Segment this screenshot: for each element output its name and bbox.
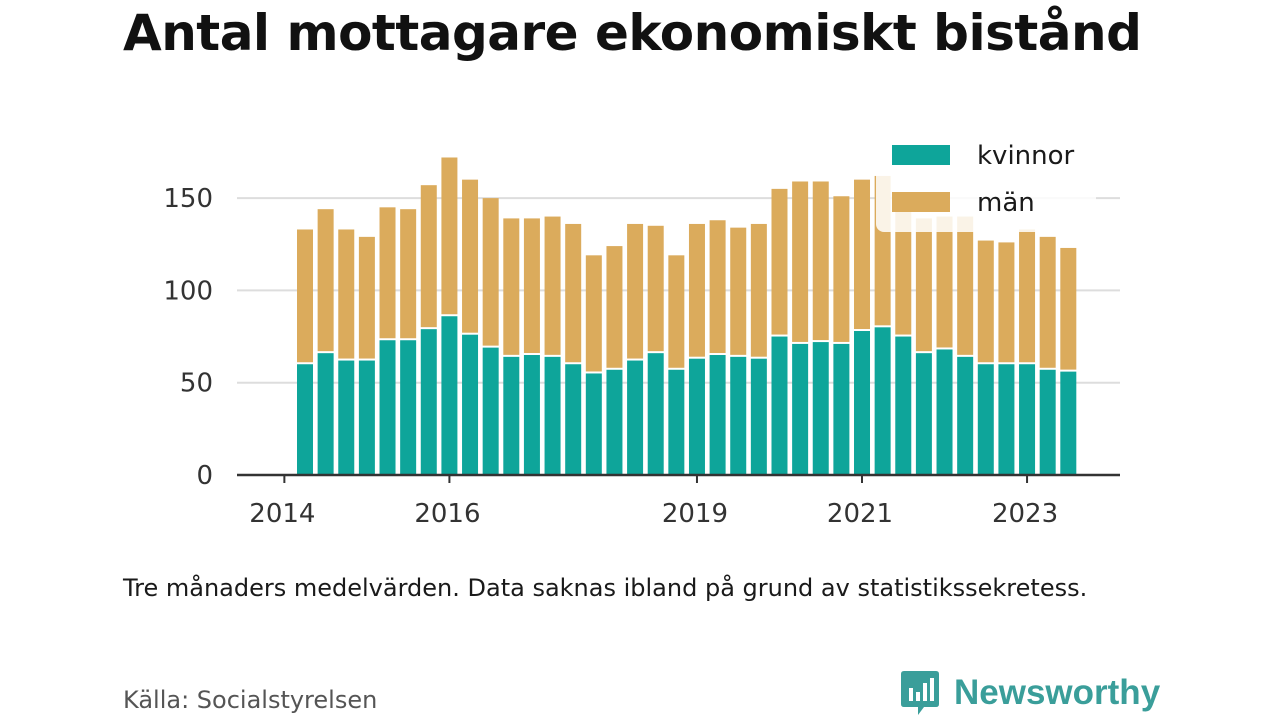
bar-man	[544, 216, 561, 355]
bar-kvinnor	[854, 331, 871, 475]
bar-kvinnor	[358, 360, 375, 475]
bar-kvinnor	[379, 340, 396, 475]
x-tick-label: 2019	[662, 499, 728, 529]
bar-kvinnor	[523, 355, 540, 475]
bar-man	[420, 185, 437, 328]
bar-kvinnor	[730, 356, 747, 475]
bar-kvinnor	[317, 353, 334, 475]
bar-man	[647, 225, 664, 352]
newsworthy-logo-icon	[901, 671, 939, 715]
bar-man	[730, 227, 747, 355]
bar-kvinnor	[668, 369, 685, 475]
chart-note: Tre månaders medelvärden. Data saknas ib…	[123, 574, 1088, 602]
bar-man	[503, 218, 520, 355]
bar-man	[585, 255, 602, 372]
bar-man	[627, 223, 644, 359]
bar-kvinnor	[585, 373, 602, 475]
chart-title: Antal mottagare ekonomiskt bistånd	[123, 4, 1142, 62]
bar-man	[1019, 229, 1036, 363]
bar-kvinnor	[441, 316, 458, 475]
bar-kvinnor	[297, 364, 313, 475]
bar-kvinnor	[957, 356, 974, 475]
y-tick-label: 50	[180, 369, 213, 399]
bar-kvinnor	[462, 334, 479, 475]
legend-swatch-män	[892, 192, 950, 212]
bar-man	[606, 246, 623, 368]
bar-kvinnor	[565, 364, 582, 475]
bar-kvinnor	[771, 336, 788, 475]
brand-logo[interactable]: Newsworthy	[900, 668, 1160, 718]
axes: 0 50 100 150 2014 2016 2019 2021 2023	[163, 184, 1120, 529]
y-tick-label: 150	[163, 184, 213, 214]
bar-man	[792, 181, 809, 342]
bar-kvinnor	[792, 343, 809, 475]
legend-label-kvinnor: kvinnor	[977, 141, 1075, 171]
bar-man	[400, 209, 417, 339]
bar-man	[565, 223, 582, 363]
bar-man	[709, 220, 726, 354]
bar-man	[358, 236, 375, 359]
bar-kvinnor	[750, 358, 767, 475]
legend: kvinnor män	[876, 132, 1096, 232]
bar-man	[750, 223, 767, 357]
bar-kvinnor	[420, 329, 437, 475]
bar-kvinnor	[833, 343, 850, 475]
bar-man	[812, 181, 829, 341]
bar-kvinnor	[688, 358, 705, 475]
bar-man	[668, 255, 685, 368]
bar-kvinnor	[915, 353, 932, 475]
bar-kvinnor	[1019, 364, 1036, 475]
bar-man	[1039, 236, 1056, 368]
bar-man	[833, 196, 850, 342]
x-tick-label: 2014	[249, 499, 315, 529]
bar-man	[936, 216, 953, 348]
bar-man	[1060, 247, 1077, 370]
bar-kvinnor	[895, 336, 912, 475]
bar-man	[895, 199, 912, 335]
bar-kvinnor	[709, 355, 726, 475]
legend-swatch-kvinnor	[892, 145, 950, 165]
bar-man	[854, 179, 871, 330]
x-tick-label: 2016	[414, 499, 480, 529]
legend-label-män: män	[977, 188, 1035, 218]
bar-man	[688, 223, 705, 357]
y-tick-label: 0	[196, 461, 213, 491]
bar-kvinnor	[544, 356, 561, 475]
bar-man	[998, 242, 1015, 363]
bar-man	[441, 157, 458, 315]
bar-man	[297, 229, 313, 363]
bar-kvinnor	[977, 364, 994, 475]
bar-man	[317, 209, 334, 352]
bar-kvinnor	[627, 360, 644, 475]
bar-man	[915, 218, 932, 352]
bar-kvinnor	[482, 347, 499, 475]
bars	[297, 157, 1077, 475]
bar-kvinnor	[503, 356, 520, 475]
bar-kvinnor	[647, 353, 664, 475]
x-tick-label: 2023	[992, 499, 1058, 529]
bar-man	[977, 240, 994, 363]
bar-kvinnor	[936, 349, 953, 475]
y-tick-label: 100	[163, 276, 213, 306]
bar-kvinnor	[812, 342, 829, 475]
bar-man	[482, 198, 499, 346]
bar-man	[379, 207, 396, 339]
bar-man	[523, 218, 540, 354]
bar-kvinnor	[874, 327, 891, 475]
bar-kvinnor	[1039, 369, 1056, 475]
bar-man	[957, 216, 974, 355]
x-tick-label: 2021	[827, 499, 893, 529]
bar-kvinnor	[400, 340, 417, 475]
bar-kvinnor	[606, 369, 623, 475]
bar-kvinnor	[338, 360, 355, 475]
brand-name: Newsworthy	[954, 673, 1161, 712]
source-label: Källa: Socialstyrelsen	[123, 686, 378, 714]
bar-kvinnor	[1060, 371, 1077, 475]
bar-man	[771, 188, 788, 335]
bar-kvinnor	[998, 364, 1015, 475]
bar-man	[338, 229, 355, 359]
bar-man	[462, 179, 479, 333]
